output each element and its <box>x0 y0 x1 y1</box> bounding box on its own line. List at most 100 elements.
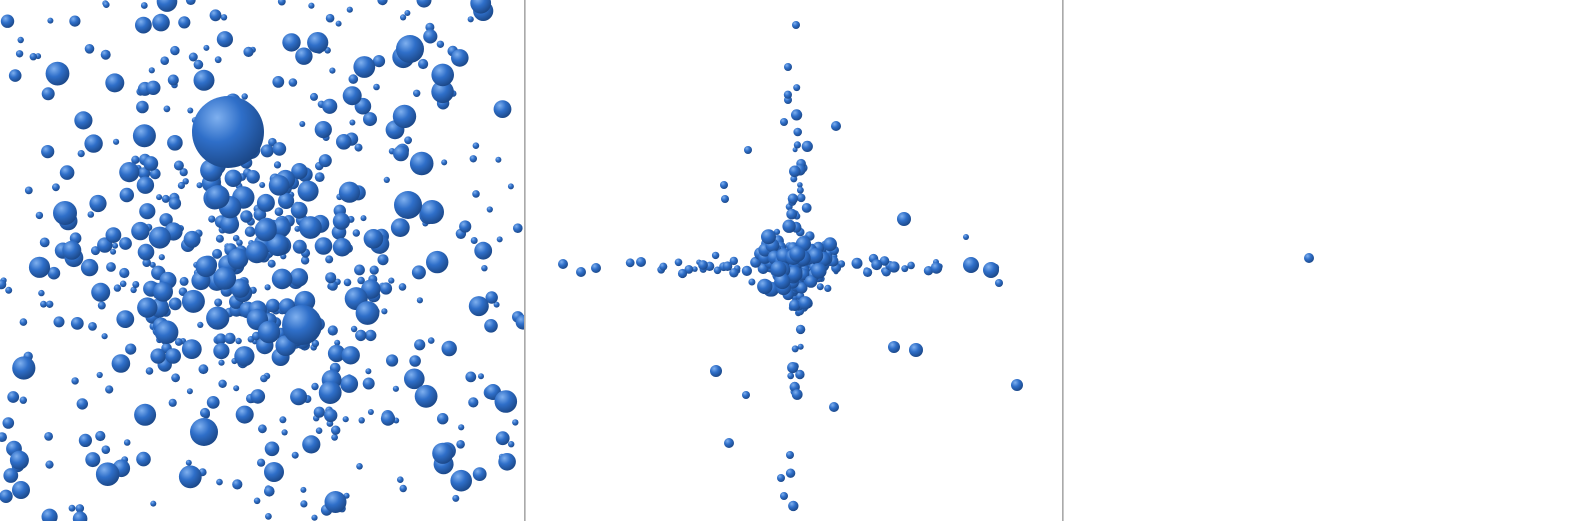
sphere <box>208 216 215 223</box>
sphere <box>315 172 325 182</box>
sphere <box>723 261 733 271</box>
sphere <box>456 440 465 449</box>
sphere <box>399 283 407 291</box>
sphere <box>224 333 235 344</box>
sphere <box>29 257 50 278</box>
sphere <box>139 203 155 219</box>
sphere <box>106 262 116 272</box>
sphere <box>796 325 805 334</box>
sphere <box>361 215 367 221</box>
sphere <box>353 56 375 78</box>
sphere <box>60 165 75 180</box>
sphere <box>331 426 340 435</box>
sphere <box>257 459 265 467</box>
sphere <box>831 121 841 131</box>
sphere <box>212 249 222 259</box>
sphere <box>426 251 448 273</box>
sphere <box>871 259 882 270</box>
sphere <box>811 263 827 279</box>
sphere <box>169 298 182 311</box>
sphere <box>41 145 54 158</box>
sphere <box>52 183 60 191</box>
sphere <box>221 14 227 20</box>
sphere <box>431 64 454 87</box>
sphere <box>307 32 328 53</box>
sphere <box>473 467 487 481</box>
sphere <box>246 241 268 263</box>
sphere <box>242 93 248 99</box>
sphere <box>319 381 342 404</box>
sphere <box>442 341 457 356</box>
sphere <box>112 243 118 249</box>
sphere <box>325 491 347 513</box>
sphere <box>169 197 181 209</box>
sphere <box>143 156 158 171</box>
sphere <box>712 252 719 259</box>
sphere <box>217 31 233 47</box>
sphere <box>413 90 420 97</box>
sphere <box>788 194 798 204</box>
sphere <box>344 279 352 287</box>
scene-panel-collapsed[interactable] <box>526 0 1062 521</box>
sphere <box>88 322 97 331</box>
sphere <box>0 432 7 442</box>
sphere <box>792 21 800 29</box>
sphere <box>174 161 184 171</box>
sphere <box>782 220 795 233</box>
sphere <box>393 386 399 392</box>
sphere <box>315 237 333 255</box>
sphere <box>266 299 280 313</box>
sphere <box>88 211 95 218</box>
sphere <box>134 404 156 426</box>
sphere <box>471 237 478 244</box>
sphere <box>120 281 127 288</box>
sphere <box>308 3 314 9</box>
sphere <box>378 254 389 265</box>
sphere <box>472 190 480 198</box>
sphere <box>412 265 426 279</box>
sphere <box>155 320 179 344</box>
sphere <box>250 389 265 404</box>
sphere <box>356 463 363 470</box>
sphere <box>187 388 193 394</box>
sphere <box>268 260 276 268</box>
sphere <box>105 73 124 92</box>
sphere <box>213 267 236 290</box>
sphere <box>137 297 157 317</box>
sphere <box>5 287 12 294</box>
sphere <box>175 338 183 346</box>
sphere <box>259 182 265 188</box>
sphere <box>802 141 813 152</box>
sphere <box>96 462 120 486</box>
sphere <box>794 141 801 148</box>
sphere <box>1 15 14 28</box>
sphere <box>225 170 242 187</box>
sphere <box>240 210 252 222</box>
sphere <box>373 84 380 91</box>
sphere <box>789 246 805 262</box>
sphere <box>393 105 416 128</box>
sphere <box>302 435 320 453</box>
sphere <box>888 341 900 353</box>
sphere <box>290 388 307 405</box>
sphere <box>797 194 806 203</box>
sphere <box>409 355 421 367</box>
sphere <box>364 229 384 249</box>
sphere <box>78 150 85 157</box>
scene-panel-single[interactable] <box>1064 0 1590 521</box>
sphere <box>474 242 492 260</box>
sphere <box>414 339 425 350</box>
sphere <box>311 383 318 390</box>
sphere <box>441 159 447 165</box>
sphere <box>136 452 151 467</box>
sphere <box>146 367 154 375</box>
sphere <box>299 216 322 239</box>
sphere <box>468 397 478 407</box>
sphere <box>829 402 839 412</box>
scene-panel-spread[interactable] <box>0 0 524 521</box>
sphere <box>291 202 308 219</box>
sphere <box>97 372 103 378</box>
sphere <box>186 0 196 5</box>
sphere <box>53 201 77 225</box>
sphere <box>91 283 110 302</box>
